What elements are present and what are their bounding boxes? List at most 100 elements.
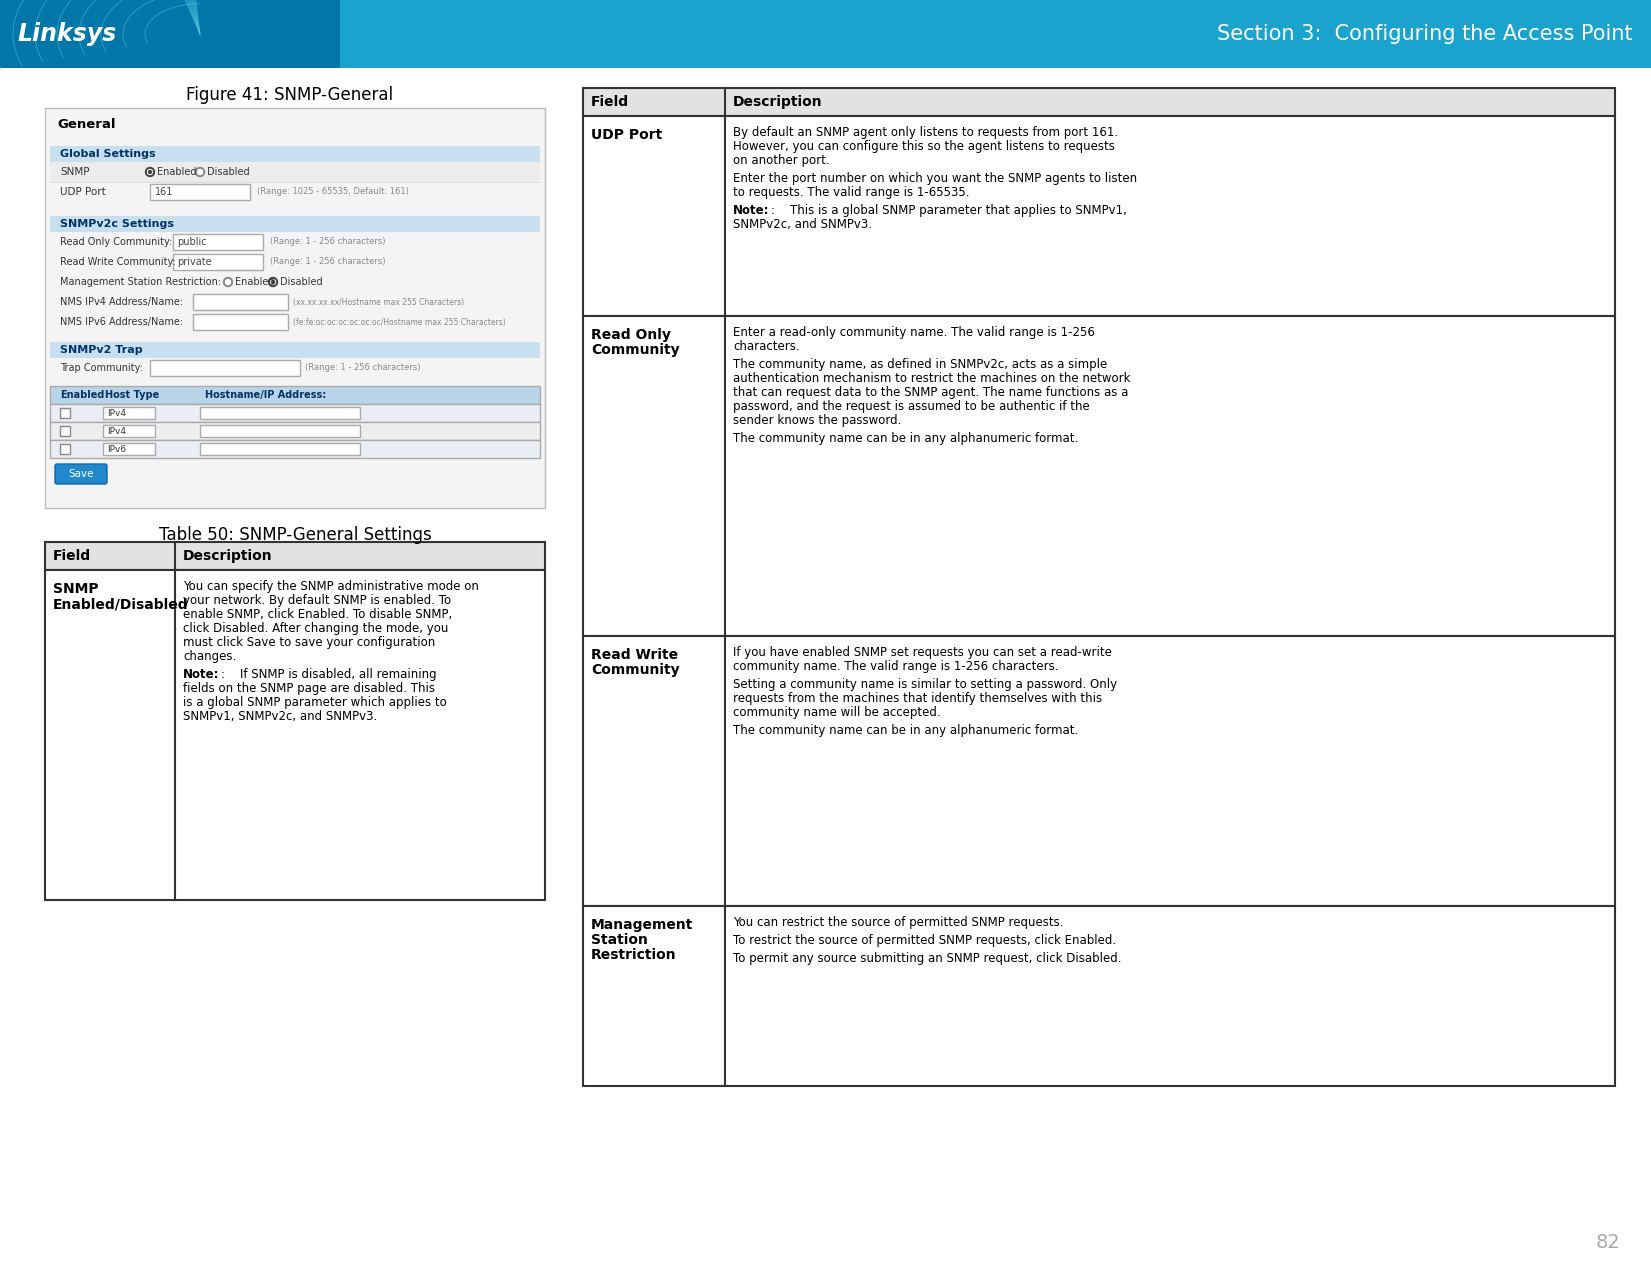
Text: is a global SNMP parameter which applies to: is a global SNMP parameter which applies… <box>183 696 447 709</box>
Text: Save: Save <box>68 469 94 479</box>
Text: Read Write: Read Write <box>591 648 679 662</box>
Circle shape <box>271 280 274 283</box>
Text: Read Only: Read Only <box>591 328 670 342</box>
Text: enable SNMP, click Enabled. To disable SNMP,: enable SNMP, click Enabled. To disable S… <box>183 608 452 621</box>
Text: Note:: Note: <box>183 668 220 681</box>
Bar <box>50 342 540 358</box>
Text: If you have enabled SNMP set requests you can set a read-write: If you have enabled SNMP set requests yo… <box>733 646 1111 659</box>
Text: Section 3:  Configuring the Access Point: Section 3: Configuring the Access Point <box>1217 24 1633 45</box>
Text: community name. The valid range is 1-256 characters.: community name. The valid range is 1-256… <box>733 660 1058 673</box>
Text: requests from the machines that identify themselves with this: requests from the machines that identify… <box>733 692 1103 705</box>
Text: General: General <box>58 119 116 131</box>
Bar <box>583 316 1615 636</box>
Text: :    If SNMP is disabled, all remaining: : If SNMP is disabled, all remaining <box>221 668 436 681</box>
Text: You can restrict the source of permitted SNMP requests.: You can restrict the source of permitted… <box>733 915 1063 929</box>
Text: your network. By default SNMP is enabled. To: your network. By default SNMP is enabled… <box>183 594 451 607</box>
Text: SNMP: SNMP <box>59 167 89 177</box>
Text: Community: Community <box>591 663 680 677</box>
Text: You can specify the SNMP administrative mode on: You can specify the SNMP administrative … <box>183 580 479 593</box>
Text: Note:: Note: <box>733 204 769 217</box>
Text: (Range: 1 - 256 characters): (Range: 1 - 256 characters) <box>271 237 385 246</box>
Bar <box>583 907 1615 1086</box>
Bar <box>0 0 1651 68</box>
Text: (Range: 1 - 256 characters): (Range: 1 - 256 characters) <box>305 363 421 372</box>
Circle shape <box>198 170 203 175</box>
Text: Management: Management <box>591 918 693 932</box>
Circle shape <box>145 167 155 176</box>
Bar <box>50 147 540 162</box>
Text: that can request data to the SNMP agent. The name functions as a: that can request data to the SNMP agent.… <box>733 386 1128 399</box>
FancyBboxPatch shape <box>54 464 107 484</box>
Text: Field: Field <box>591 96 629 108</box>
Text: Disabled: Disabled <box>281 277 322 287</box>
Text: Restriction: Restriction <box>591 949 677 963</box>
Text: Description: Description <box>733 96 822 108</box>
Text: SNMPv1, SNMPv2c, and SNMPv3.: SNMPv1, SNMPv2c, and SNMPv3. <box>183 710 376 723</box>
Text: Global Settings: Global Settings <box>59 149 155 159</box>
Text: Read Write Community:: Read Write Community: <box>59 258 175 266</box>
Circle shape <box>271 279 276 284</box>
Text: Setting a community name is similar to setting a password. Only: Setting a community name is similar to s… <box>733 678 1118 691</box>
Bar <box>173 254 263 270</box>
Bar <box>59 426 69 436</box>
Bar <box>102 407 155 419</box>
Text: on another port.: on another port. <box>733 154 829 167</box>
Text: IPv4: IPv4 <box>107 408 125 417</box>
Circle shape <box>147 170 152 175</box>
Text: private: private <box>177 258 211 266</box>
Text: (fe:fe:oc:oc:oc:oc:oc:oc/Hostname max 255 Characters): (fe:fe:oc:oc:oc:oc:oc:oc/Hostname max 25… <box>292 317 505 326</box>
Text: The community name, as defined in SNMPv2c, acts as a simple: The community name, as defined in SNMPv2… <box>733 358 1108 371</box>
Text: to requests. The valid range is 1-65535.: to requests. The valid range is 1-65535. <box>733 186 969 199</box>
Circle shape <box>149 171 152 173</box>
Bar <box>45 108 545 507</box>
Text: Trap Community:: Trap Community: <box>59 363 144 374</box>
Bar <box>50 386 540 404</box>
Bar <box>583 116 1615 316</box>
Text: authentication mechanism to restrict the machines on the network: authentication mechanism to restrict the… <box>733 372 1131 385</box>
Text: 161: 161 <box>155 187 173 198</box>
Bar <box>50 215 540 232</box>
Text: Description: Description <box>183 550 272 564</box>
Text: SNMPv2c, and SNMPv3.: SNMPv2c, and SNMPv3. <box>733 218 872 231</box>
Text: sender knows the password.: sender knows the password. <box>733 414 901 427</box>
Bar <box>150 360 300 376</box>
Text: password, and the request is assumed to be authentic if the: password, and the request is assumed to … <box>733 400 1090 413</box>
Text: The community name can be in any alphanumeric format.: The community name can be in any alphanu… <box>733 432 1078 445</box>
Text: Host Type: Host Type <box>106 390 158 400</box>
Bar <box>102 442 155 455</box>
Bar <box>50 440 540 458</box>
Bar <box>59 408 69 418</box>
Circle shape <box>269 278 277 287</box>
Text: community name will be accepted.: community name will be accepted. <box>733 706 941 719</box>
Text: IPv4: IPv4 <box>107 427 125 436</box>
Text: characters.: characters. <box>733 340 799 353</box>
Bar <box>50 404 540 422</box>
Text: Enter a read-only community name. The valid range is 1-256: Enter a read-only community name. The va… <box>733 326 1095 339</box>
Bar <box>200 407 360 419</box>
Text: The community name can be in any alphanumeric format.: The community name can be in any alphanu… <box>733 724 1078 737</box>
Text: Station: Station <box>591 933 647 947</box>
Text: However, you can configure this so the agent listens to requests: However, you can configure this so the a… <box>733 140 1114 153</box>
Text: Hostname/IP Address:: Hostname/IP Address: <box>205 390 327 400</box>
Text: Enabled: Enabled <box>59 390 104 400</box>
Text: Figure 41: SNMP-General: Figure 41: SNMP-General <box>187 85 393 105</box>
Text: changes.: changes. <box>183 650 236 663</box>
Bar <box>193 314 287 330</box>
Bar <box>50 162 540 182</box>
Text: SNMPv2c Settings: SNMPv2c Settings <box>59 219 173 230</box>
Text: UDP Port: UDP Port <box>59 187 106 198</box>
Circle shape <box>223 278 233 287</box>
Text: Enter the port number on which you want the SNMP agents to listen: Enter the port number on which you want … <box>733 172 1138 185</box>
Bar <box>45 542 545 570</box>
Text: :    This is a global SNMP parameter that applies to SNMPv1,: : This is a global SNMP parameter that a… <box>771 204 1128 217</box>
Bar <box>0 0 340 68</box>
Bar <box>193 295 287 310</box>
Text: Table 50: SNMP-General Settings: Table 50: SNMP-General Settings <box>158 527 431 544</box>
Text: public: public <box>177 237 206 247</box>
Circle shape <box>226 279 231 284</box>
Text: SNMPv2 Trap: SNMPv2 Trap <box>59 346 142 354</box>
Bar <box>102 425 155 437</box>
Text: Enabled/Disabled: Enabled/Disabled <box>53 597 188 611</box>
Text: UDP Port: UDP Port <box>591 128 662 142</box>
Text: click Disabled. After changing the mode, you: click Disabled. After changing the mode,… <box>183 622 449 635</box>
